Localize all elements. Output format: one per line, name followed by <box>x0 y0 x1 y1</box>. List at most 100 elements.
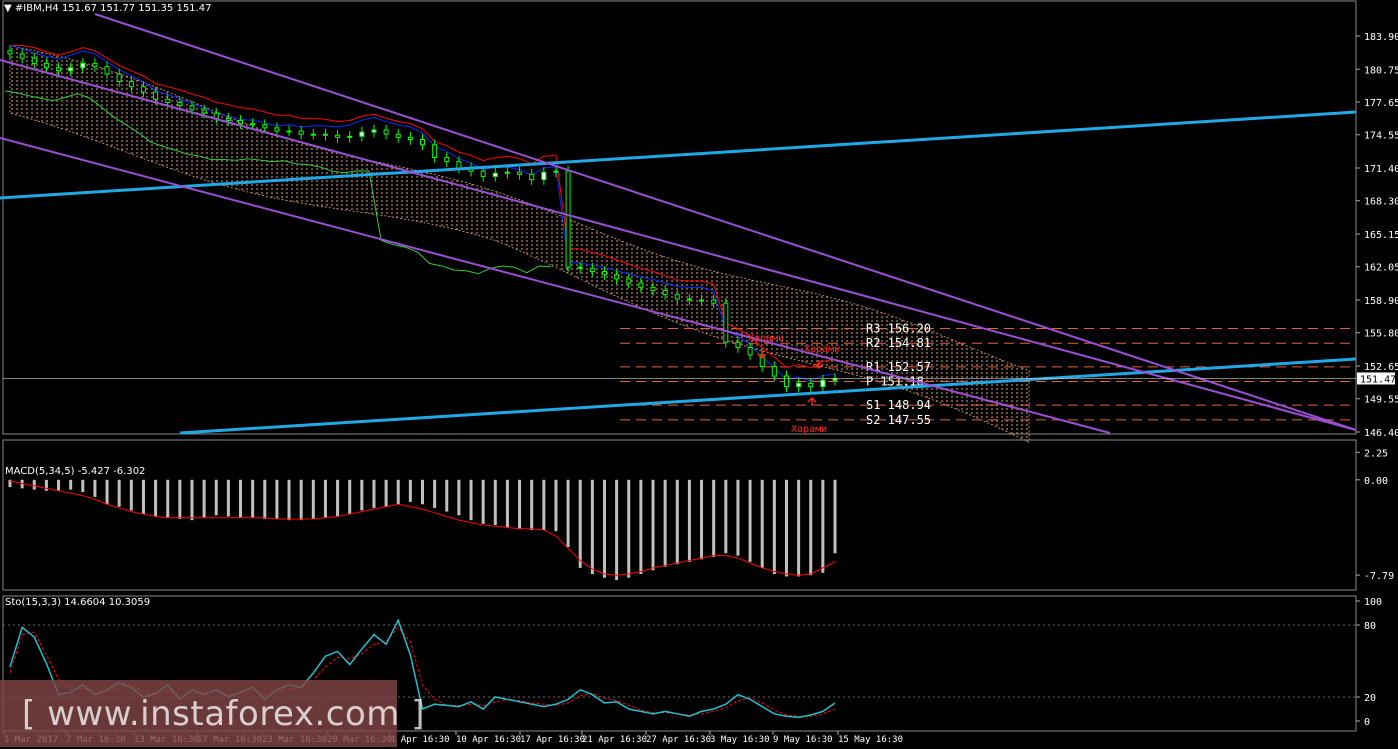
trendline-upper-blue <box>0 110 1357 200</box>
macd-bar <box>469 479 473 521</box>
price-tick-label: 171.40 <box>1364 164 1398 175</box>
time-tick-label: 9 May 16:30 <box>773 735 833 745</box>
macd-bar <box>687 479 691 562</box>
macd-bar <box>57 479 61 491</box>
price-axis: 183.90 180.75 177.65 174.55 171.40 168.30 165.… <box>3 32 1398 728</box>
candle-body <box>577 266 583 269</box>
candle-body <box>298 130 304 135</box>
candle-body <box>335 134 341 138</box>
pattern-annotations: Харами Харами Харами <box>748 333 840 435</box>
macd-bar <box>493 479 497 526</box>
arrow-down-icon <box>757 350 767 360</box>
pivot-label: R1 152.57 <box>866 360 931 374</box>
macd-bar <box>408 479 412 502</box>
candle-body <box>735 341 741 349</box>
channel-top <box>94 13 1357 431</box>
candle-body <box>31 57 37 64</box>
candle-body <box>347 135 353 138</box>
macd-bar <box>724 479 728 554</box>
candle-body <box>699 299 705 302</box>
macd-bar <box>505 479 509 528</box>
tenkan-line <box>9 45 836 382</box>
macd-signal-line <box>9 480 836 576</box>
price-tick-label: 162.05 <box>1364 263 1398 274</box>
panel-frame <box>2 595 1357 732</box>
candle-body <box>286 130 292 133</box>
channel-mid <box>0 59 1357 431</box>
candle-body <box>650 286 656 291</box>
macd-bar <box>190 479 194 521</box>
candle-body <box>553 170 559 173</box>
macd-bar <box>433 479 437 508</box>
chikou-line <box>4 90 551 275</box>
candle-body <box>420 138 425 146</box>
harami-label: Харами <box>748 333 784 344</box>
candle-body <box>504 171 510 174</box>
pivot-label: P 151.18 <box>866 375 924 389</box>
macd-bar <box>299 479 303 521</box>
macd-bar <box>311 479 315 519</box>
candle-body <box>225 117 231 121</box>
macd-bar <box>821 479 825 573</box>
price-tick-label: 146.40 <box>1364 428 1398 439</box>
candle-body <box>201 109 207 114</box>
macd-bar <box>590 479 594 574</box>
candle-body <box>480 170 486 177</box>
sto-tick-label: 20 <box>1364 693 1376 704</box>
candle-body <box>771 366 777 377</box>
watermark: [ www.instaforex.com ] <box>0 680 425 747</box>
symbol-ohlc: #IBM,H4 151.67 151.77 151.35 151.47 <box>14 3 212 14</box>
sto-tick-label: 100 <box>1364 597 1382 608</box>
candle-body <box>456 161 462 169</box>
price-tick-label: 149.55 <box>1364 395 1398 406</box>
macd-bar <box>457 479 461 516</box>
macd-bar <box>384 479 388 507</box>
chart-menu-icon[interactable]: ▼ <box>4 3 12 14</box>
sto-title: Sto(15,3,3) 14.6604 10.3059 <box>5 597 151 608</box>
macd-bar <box>712 479 716 557</box>
symbol-header[interactable]: ▼ #IBM,H4 151.67 151.77 151.35 151.47 <box>4 3 211 14</box>
candle-body <box>371 129 377 133</box>
macd-bar <box>44 479 48 491</box>
macd-bar <box>554 479 558 532</box>
time-tick-label: 21 Apr 16:30 <box>582 735 647 745</box>
kijun-line <box>10 45 836 369</box>
candle-body <box>359 131 365 137</box>
macd-bar <box>20 479 24 489</box>
time-tick-label: 15 May 16:30 <box>838 735 903 745</box>
candle-body <box>444 156 450 163</box>
macd-bar <box>421 479 424 505</box>
candle-body <box>43 62 49 69</box>
price-tick-label: 155.80 <box>1364 329 1398 340</box>
macd-bar <box>166 479 170 518</box>
macd-bar <box>651 479 655 571</box>
macd-bar <box>202 479 206 518</box>
price-tick-label: 174.55 <box>1364 131 1398 142</box>
price-tick-label: 168.30 <box>1364 197 1398 208</box>
candle-body <box>589 267 595 272</box>
panel-frame <box>2 0 1357 435</box>
macd-bar <box>481 479 485 524</box>
macd-bar <box>736 479 740 556</box>
macd-bar <box>445 479 449 512</box>
macd-bar <box>566 479 570 548</box>
candle-body <box>723 302 729 343</box>
pivot-label: R3 156.20 <box>866 322 931 336</box>
time-tick-label: 17 Apr 16:30 <box>520 735 585 745</box>
macd-bar <box>214 479 218 516</box>
candle-body <box>783 375 789 388</box>
arrow-up-icon <box>807 396 817 406</box>
candle-body <box>808 382 814 388</box>
macd-bar <box>323 479 327 518</box>
macd-bar <box>700 479 704 560</box>
macd-bar <box>602 479 606 578</box>
macd-bar <box>263 479 267 519</box>
sto-tick-label: 80 <box>1364 621 1376 632</box>
time-tick-label: 3 May 16:30 <box>710 735 770 745</box>
pivot-label: S2 147.55 <box>866 413 931 427</box>
last-price-label: 151.47 <box>1360 374 1396 385</box>
candle-body <box>165 98 171 104</box>
last-price-box <box>1357 372 1395 385</box>
macd-bar <box>226 479 230 517</box>
candle-body <box>674 294 680 300</box>
